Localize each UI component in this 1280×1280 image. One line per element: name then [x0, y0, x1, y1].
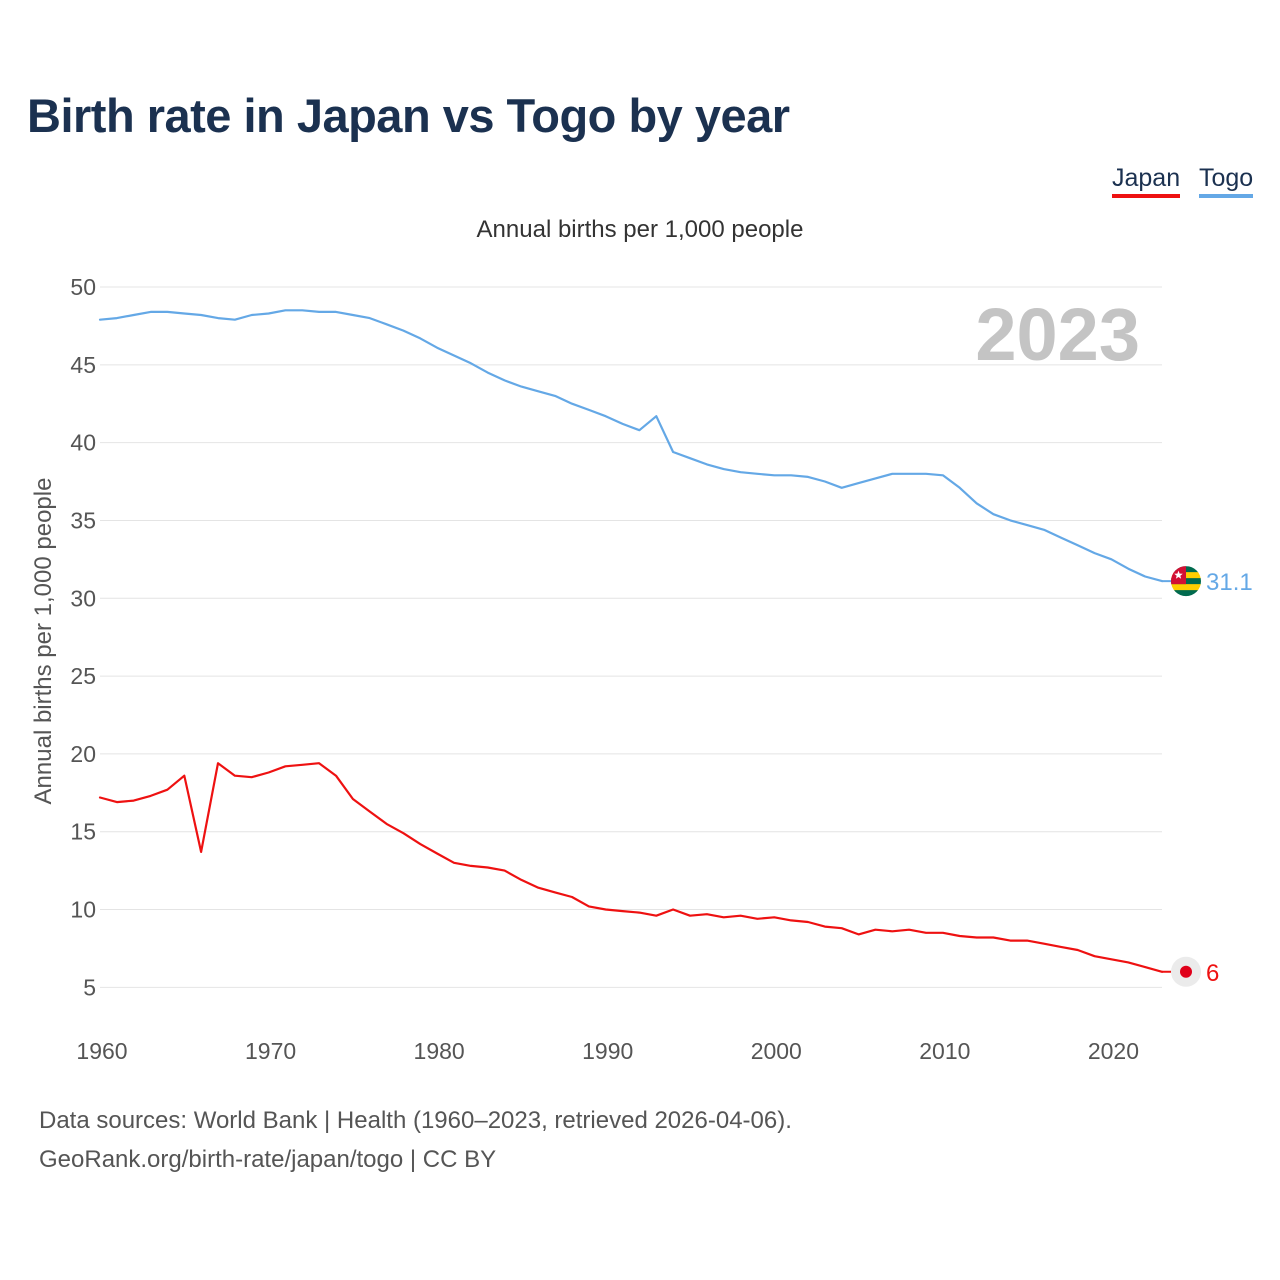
legend-item-japan[interactable]: Japan	[1112, 164, 1181, 198]
legend-swatch-togo	[1199, 194, 1254, 198]
legend-swatch-japan	[1112, 194, 1181, 198]
x-tick-label: 1980	[414, 1038, 465, 1064]
x-tick-label: 1970	[245, 1038, 296, 1064]
y-tick-label: 45	[70, 352, 96, 378]
series-line-japan[interactable]	[98, 762, 1164, 973]
x-tick-label: 2000	[751, 1038, 802, 1064]
source-url[interactable]: GeoRank.org/birth-rate/japan/togo | CC B…	[39, 1146, 497, 1173]
y-axis-ticks: 5 10 15 20 25 30 35 40 45 50	[70, 274, 96, 1000]
x-tick-label: 2020	[1088, 1038, 1139, 1064]
x-tick-label: 1960	[76, 1038, 127, 1064]
line-chart: 5 10 15 20 25 30 35 40 45 50 1960 1970 1980 1990 2000…	[30, 274, 1253, 1064]
end-value-label-japan: 6	[1206, 960, 1219, 987]
legend-label-togo: Togo	[1199, 164, 1254, 192]
y-tick-label: 5	[83, 974, 96, 1000]
x-tick-label: 1990	[582, 1038, 633, 1064]
chart-title: Birth rate in Japan vs Togo by year	[27, 89, 790, 142]
y-tick-label: 35	[70, 507, 96, 533]
y-tick-label: 25	[70, 663, 96, 689]
japan-flag-icon	[1171, 956, 1201, 987]
year-label: 2023	[975, 293, 1140, 376]
source-text: Data sources: World Bank | Health (1960–…	[39, 1107, 792, 1134]
y-tick-label: 15	[70, 819, 96, 845]
legend-item-togo[interactable]: Togo	[1199, 164, 1254, 198]
chart-subtitle: Annual births per 1,000 people	[476, 216, 804, 243]
series-lines	[98, 309, 1164, 973]
end-markers: 631.1	[1162, 566, 1253, 987]
y-tick-label: 50	[70, 274, 96, 300]
x-axis-ticks: 1960 1970 1980 1990 2000 2010 2020	[76, 1038, 1139, 1064]
y-tick-label: 40	[70, 430, 96, 456]
gridlines	[100, 286, 1162, 988]
y-tick-label: 10	[70, 897, 96, 923]
end-value-label-togo: 31.1	[1206, 569, 1253, 596]
togo-flag-icon	[1171, 566, 1201, 597]
y-axis-title: Annual births per 1,000 people	[30, 478, 57, 805]
y-tick-label: 30	[70, 585, 96, 611]
legend-label-japan: Japan	[1112, 164, 1181, 192]
series-line-togo[interactable]	[98, 309, 1164, 583]
x-tick-label: 2010	[919, 1038, 970, 1064]
y-tick-label: 20	[70, 741, 96, 767]
